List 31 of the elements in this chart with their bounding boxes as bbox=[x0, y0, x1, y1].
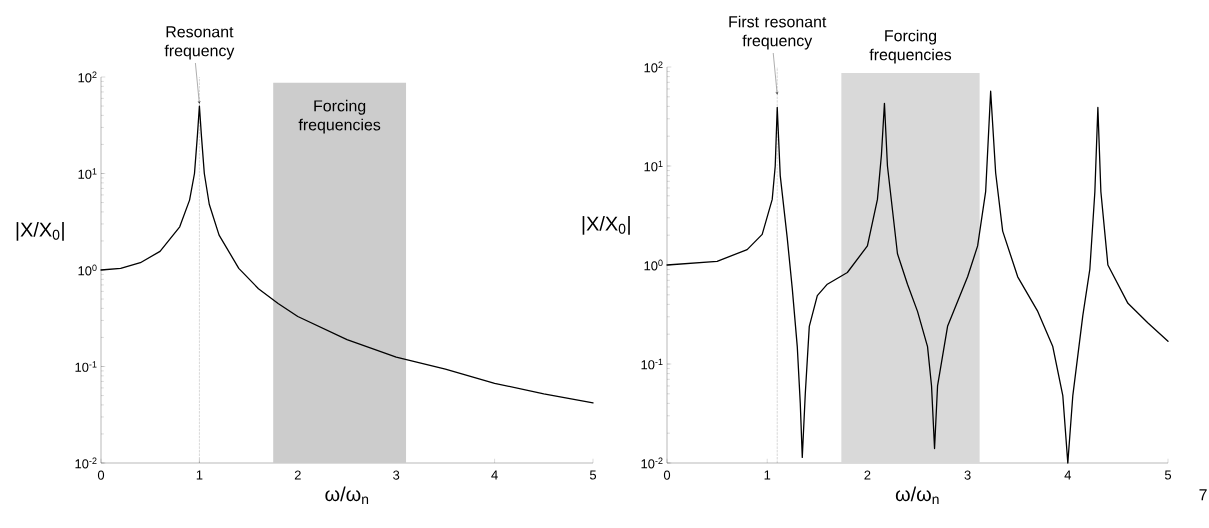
x-tick-label: 2 bbox=[864, 470, 871, 480]
band-label: Forcing frequencies bbox=[869, 29, 952, 64]
x-tick-label: 3 bbox=[393, 470, 400, 480]
ref-line-label: First resonant frequency bbox=[729, 15, 827, 50]
x-tick-label: 1 bbox=[196, 470, 203, 480]
y-tick-label: 10$^{-1}$ bbox=[641, 358, 663, 370]
ref-line-label: Resonant frequency bbox=[164, 26, 235, 60]
band-label: Forcing frequencies bbox=[298, 99, 381, 134]
x-tick-label: 0 bbox=[97, 470, 105, 480]
y-tick-label: 10$^{0}$ bbox=[644, 259, 663, 271]
y-tick-label: 10$^{2}$ bbox=[78, 71, 97, 83]
y-tick-label: 10$^{0}$ bbox=[78, 264, 97, 276]
x-tick-label: 0 bbox=[663, 470, 671, 480]
y-axis-title: |X/X$_{0}$| bbox=[582, 216, 630, 235]
y-axis-title: |X/X$_{0}$| bbox=[16, 222, 64, 241]
x-tick-label: 4 bbox=[491, 470, 498, 480]
text: 7 bbox=[1199, 489, 1207, 501]
y-tick-label: 10$^{-2}$ bbox=[75, 457, 97, 469]
y-tick-label: 10$^{1}$ bbox=[78, 168, 97, 179]
x-axis-title: ω/ω$_{n}$ bbox=[325, 486, 369, 505]
y-tick-label: 10$^{1}$ bbox=[644, 160, 663, 172]
y-tick-label: 10$^{2}$ bbox=[644, 61, 663, 73]
x-tick-label: 2 bbox=[294, 470, 301, 480]
x-tick-label: 5 bbox=[1164, 470, 1172, 480]
x-tick-label: 1 bbox=[764, 470, 771, 480]
y-tick-label: 10$^{-1}$ bbox=[75, 361, 97, 372]
y-tick-label: 10$^{-2}$ bbox=[641, 457, 663, 469]
x-axis-title: ω/ω$_{n}$ bbox=[895, 486, 939, 505]
x-tick-label: 4 bbox=[1064, 470, 1072, 480]
x-tick-label: 5 bbox=[589, 470, 597, 480]
x-tick-label: 3 bbox=[964, 470, 971, 480]
